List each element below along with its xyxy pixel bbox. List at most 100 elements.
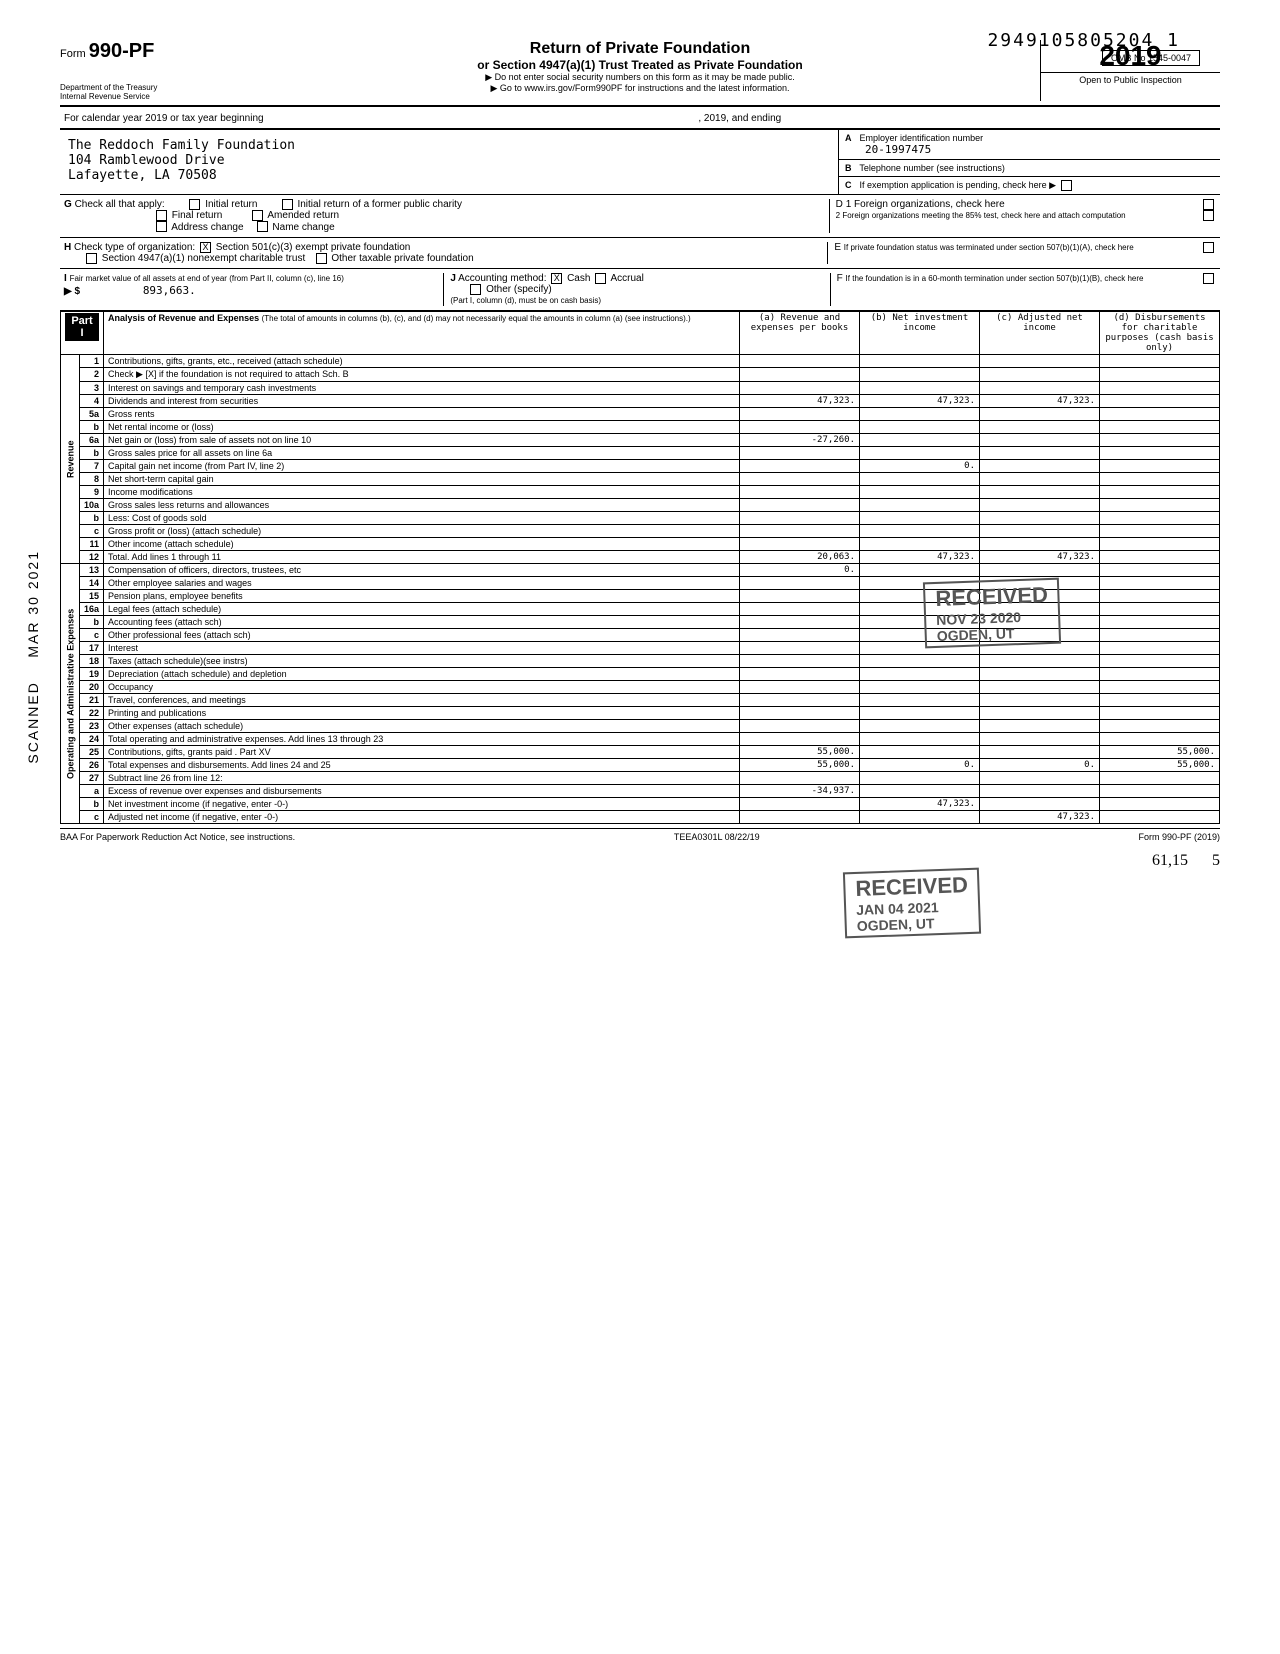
cell-value xyxy=(1100,681,1220,694)
cell-value xyxy=(860,772,980,785)
cell-value xyxy=(860,408,980,421)
table-row: 18Taxes (attach schedule)(see instrs) xyxy=(61,655,1220,668)
cell-value xyxy=(1100,785,1220,798)
check-initial-former[interactable] xyxy=(282,199,293,210)
check-initial-return[interactable] xyxy=(189,199,200,210)
opt-amended: Amended return xyxy=(267,210,339,221)
table-row: cAdjusted net income (if negative, enter… xyxy=(61,811,1220,824)
stamp1-loc: OGDEN, UT xyxy=(936,624,1049,644)
table-row: 7Capital gain net income (from Part IV, … xyxy=(61,460,1220,473)
cell-value xyxy=(860,421,980,434)
side-date: MAR 30 2021 xyxy=(25,550,41,658)
row-number: c xyxy=(80,525,104,538)
table-row: 6aNet gain or (loss) from sale of assets… xyxy=(61,434,1220,447)
cell-value xyxy=(740,525,860,538)
check-60month[interactable] xyxy=(1203,273,1214,284)
cell-value xyxy=(980,421,1100,434)
table-row: bNet rental income or (loss) xyxy=(61,421,1220,434)
check-501c3[interactable]: X xyxy=(200,242,211,253)
row-desc: Occupancy xyxy=(104,681,740,694)
cell-value: 55,000. xyxy=(1100,759,1220,772)
col-c-head: (c) Adjusted net income xyxy=(980,312,1100,355)
revenue-label: Revenue xyxy=(61,355,80,564)
row-desc: Adjusted net income (if negative, enter … xyxy=(104,811,740,824)
cell-value: 47,323. xyxy=(860,798,980,811)
fmv-value: 893,663. xyxy=(143,284,196,297)
cell-value xyxy=(1100,460,1220,473)
check-amended[interactable] xyxy=(252,210,263,221)
cell-value xyxy=(1100,720,1220,733)
box-d-label: D xyxy=(836,199,843,210)
row-number: 24 xyxy=(80,733,104,746)
check-foreign-org[interactable] xyxy=(1203,199,1214,210)
cell-value xyxy=(1100,538,1220,551)
cell-value xyxy=(740,355,860,368)
row-desc: Gross rents xyxy=(104,408,740,421)
row-number: 1 xyxy=(80,355,104,368)
cell-value xyxy=(740,603,860,616)
cell-value xyxy=(1100,395,1220,408)
cell-value xyxy=(860,525,980,538)
table-row: 21Travel, conferences, and meetings xyxy=(61,694,1220,707)
cell-value xyxy=(740,538,860,551)
handwritten-2: 5 xyxy=(1212,852,1220,869)
table-row: aExcess of revenue over expenses and dis… xyxy=(61,785,1220,798)
check-other-method[interactable] xyxy=(470,284,481,295)
table-row: 23Other expenses (attach schedule) xyxy=(61,720,1220,733)
cell-value xyxy=(860,447,980,460)
box-c-text: If exemption application is pending, che… xyxy=(860,180,1057,190)
table-row: 9Income modifications xyxy=(61,486,1220,499)
cell-value xyxy=(1100,603,1220,616)
row-number: 21 xyxy=(80,694,104,707)
check-other-taxable[interactable] xyxy=(316,253,327,264)
table-row: bNet investment income (if negative, ent… xyxy=(61,798,1220,811)
check-85-test[interactable] xyxy=(1203,210,1214,221)
check-cash[interactable]: X xyxy=(551,273,562,284)
cell-value xyxy=(740,590,860,603)
check-4947[interactable] xyxy=(86,253,97,264)
row-number: b xyxy=(80,421,104,434)
row-desc: Income modifications xyxy=(104,486,740,499)
table-row: Operating and Administrative Expenses13C… xyxy=(61,564,1220,577)
cell-value xyxy=(1100,447,1220,460)
ein-value: 20-1997475 xyxy=(865,143,931,156)
cell-value xyxy=(980,434,1100,447)
org-addr1: 104 Ramblewood Drive xyxy=(68,153,830,168)
stamp2-received: RECEIVED xyxy=(855,872,968,902)
cell-value xyxy=(1100,616,1220,629)
check-name-change[interactable] xyxy=(257,221,268,232)
row-desc: Other employee salaries and wages xyxy=(104,577,740,590)
check-terminated[interactable] xyxy=(1203,242,1214,253)
row-number: b xyxy=(80,616,104,629)
check-address-change[interactable] xyxy=(156,221,167,232)
cell-value xyxy=(740,681,860,694)
footer-right: Form 990-PF (2019) xyxy=(1138,832,1220,842)
cell-value xyxy=(1100,408,1220,421)
table-row: 25Contributions, gifts, grants paid . Pa… xyxy=(61,746,1220,759)
cell-value: 47,323. xyxy=(740,395,860,408)
doc-barcode-number: 2949105805204 1 xyxy=(987,30,1180,51)
check-final-return[interactable] xyxy=(156,210,167,221)
cell-value xyxy=(1100,473,1220,486)
cell-value xyxy=(980,538,1100,551)
cell-value: 47,323. xyxy=(980,551,1100,564)
row-desc: Travel, conferences, and meetings xyxy=(104,694,740,707)
check-g-label: G xyxy=(64,199,72,210)
form-title: Return of Private Foundation xyxy=(240,40,1040,58)
cell-value xyxy=(740,772,860,785)
cell-value xyxy=(740,460,860,473)
table-row: 27Subtract line 26 from line 12: xyxy=(61,772,1220,785)
box-c-check[interactable] xyxy=(1061,180,1072,191)
form-subtitle: or Section 4947(a)(1) Trust Treated as P… xyxy=(240,58,1040,72)
cell-value xyxy=(740,473,860,486)
cell-value xyxy=(980,460,1100,473)
cell-value xyxy=(860,499,980,512)
row-number: 12 xyxy=(80,551,104,564)
box-e-label: E xyxy=(834,242,841,253)
cell-value xyxy=(1100,355,1220,368)
row-desc: Other expenses (attach schedule) xyxy=(104,720,740,733)
row-desc: Other income (attach schedule) xyxy=(104,538,740,551)
cell-value xyxy=(1100,421,1220,434)
row-number: 7 xyxy=(80,460,104,473)
check-accrual[interactable] xyxy=(595,273,606,284)
